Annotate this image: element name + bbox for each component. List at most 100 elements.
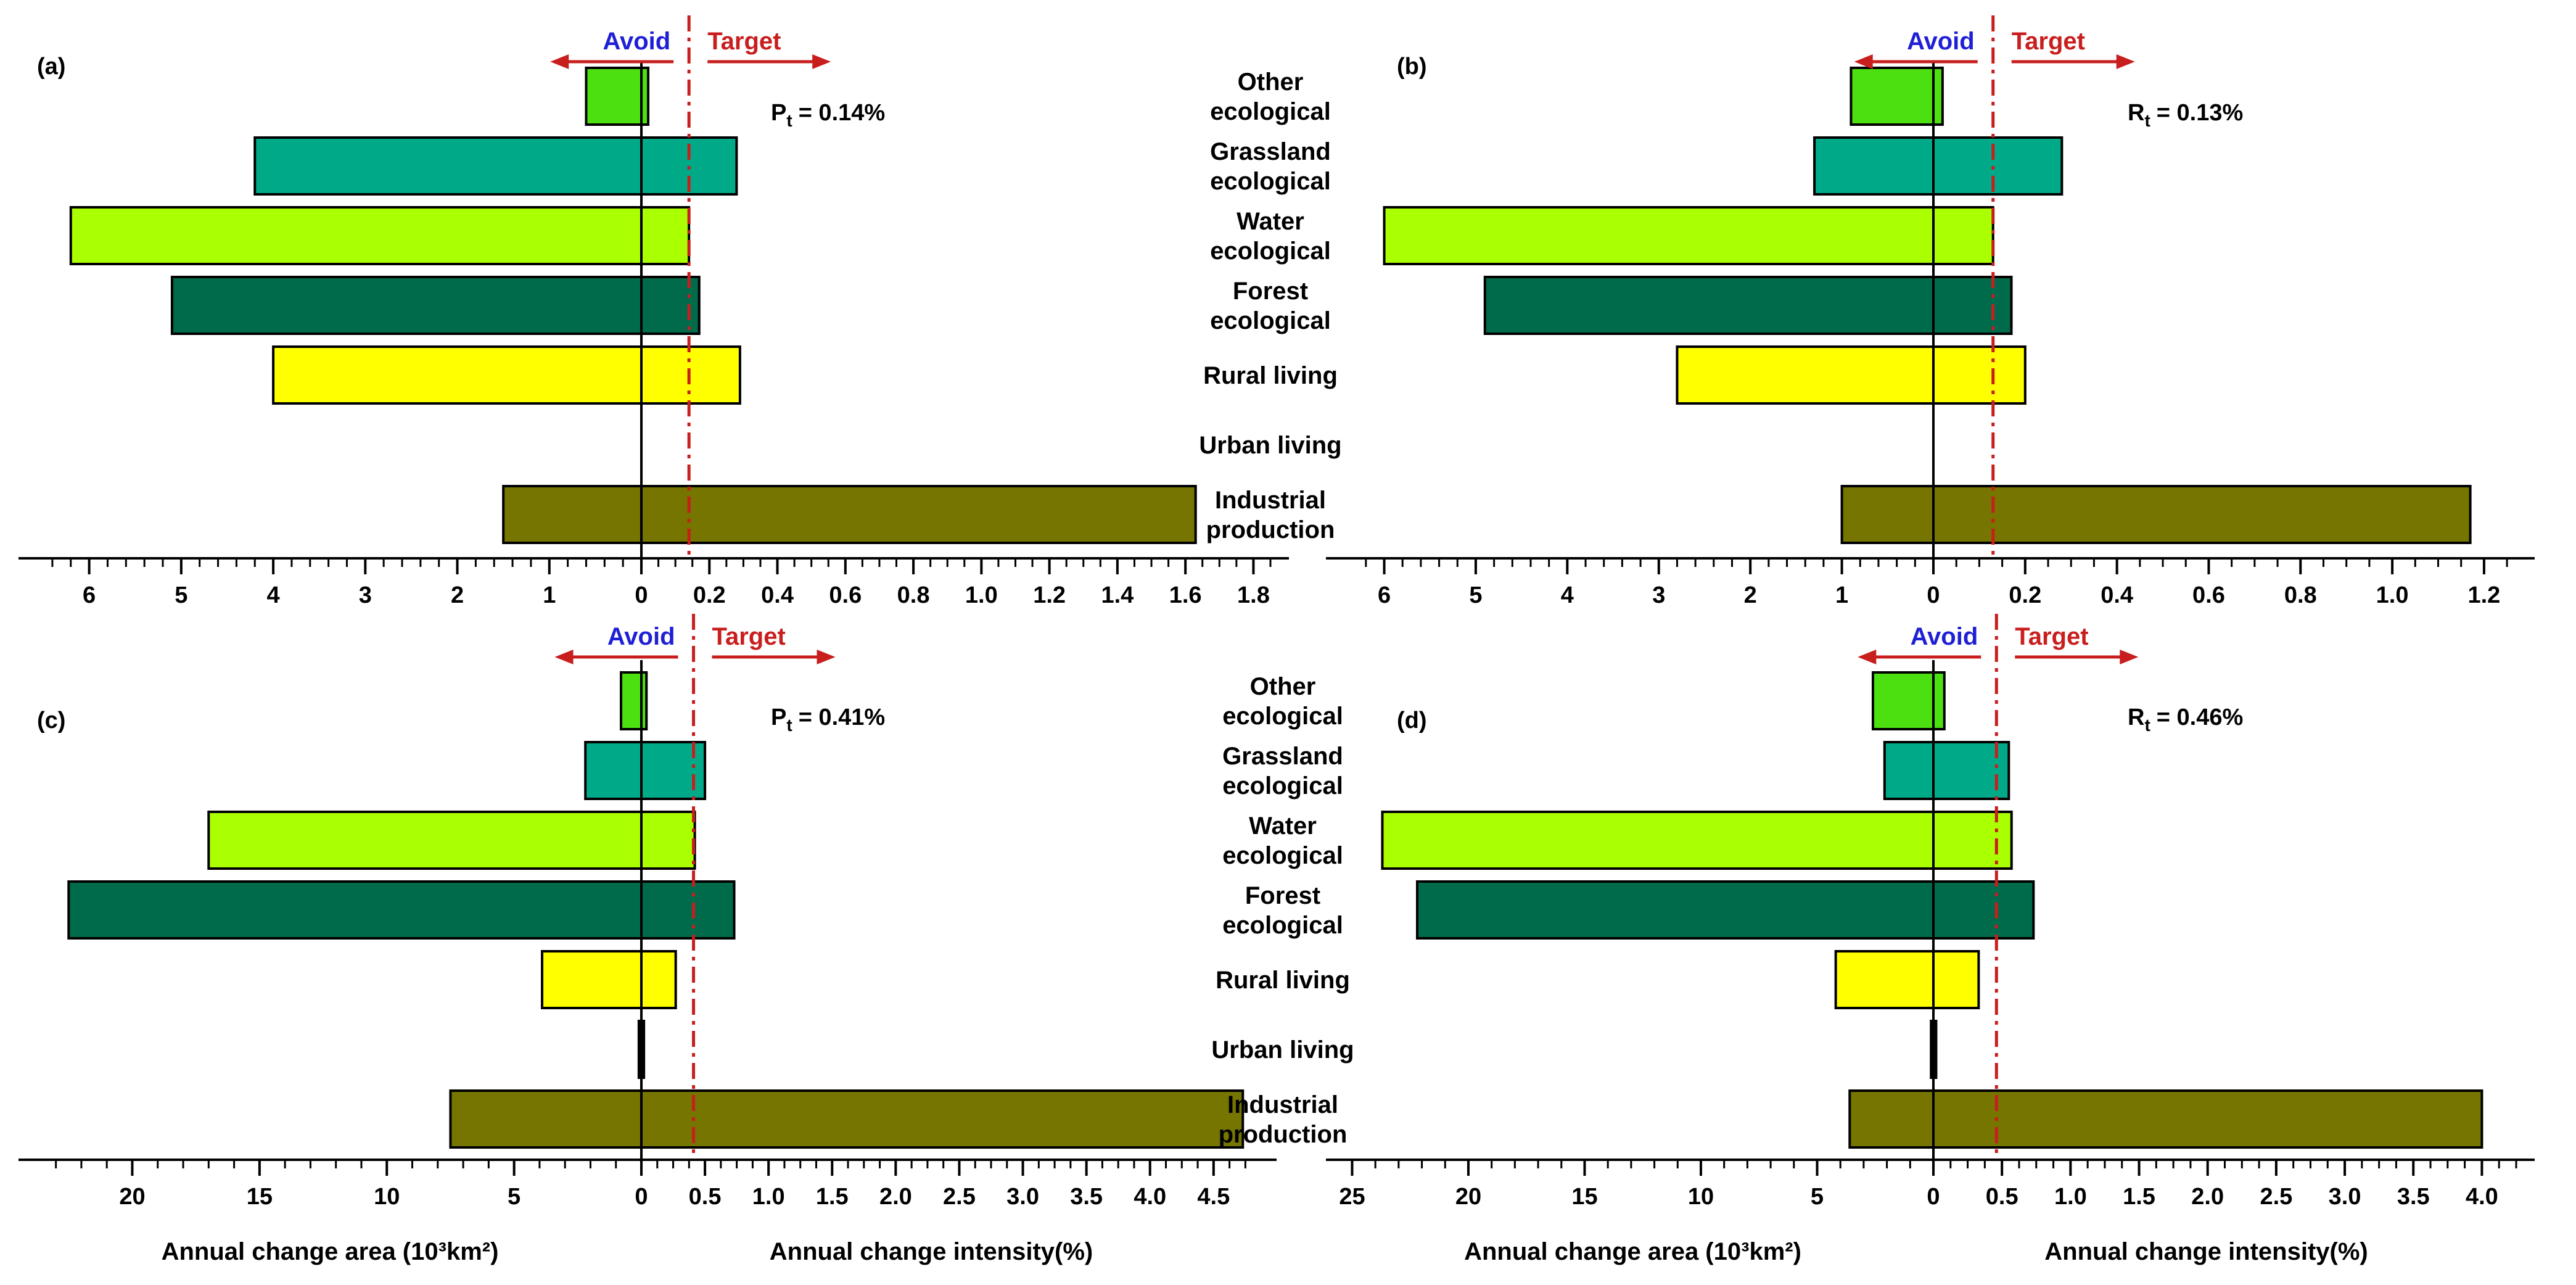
intensity-tick-label: 4.0 [2466, 1184, 2498, 1210]
category-label: Urban living [1199, 432, 1341, 459]
stat-value: = 0.41% [799, 704, 886, 730]
area-tick-label: 25 [1339, 1184, 1365, 1210]
area-tick-label: 0 [1927, 1184, 1940, 1210]
area-tick-label: 5 [175, 582, 187, 608]
chart-panel-2: Avoid Target (b) Rt = 0.13% 6 5 4 3 2 1 0 0.2 0.4 0.6 0… [1326, 15, 2535, 608]
intensity-tick-label: 0.4 [2101, 582, 2133, 608]
intensity-tick-label: 3.5 [1070, 1184, 1103, 1210]
intensity-tick-label: 0.4 [761, 582, 794, 608]
intensity-tick-label: 2.0 [879, 1184, 912, 1210]
stat-label: Rt = 0.46% [2128, 704, 2243, 735]
bar-water-ecological [207, 811, 696, 870]
bar-water-ecological [1381, 811, 2013, 870]
intensity-tick-label: 2.5 [2260, 1184, 2292, 1210]
category-label: Other [1238, 68, 1304, 96]
avoid-label: Avoid [1911, 623, 1978, 650]
category-label: ecological [1222, 912, 1343, 939]
area-tick-label: 0 [1927, 582, 1940, 608]
area-tick-label: 6 [1378, 582, 1391, 608]
category-label: Industrial [1215, 487, 1326, 514]
area-tick-label: 15 [247, 1184, 273, 1210]
bar-forest-ecological [67, 880, 736, 940]
intensity-tick-label: 0.8 [897, 582, 930, 608]
bar-rural-living [272, 345, 741, 405]
bar-grassland-ecological [253, 136, 738, 196]
intensity-tick-label: 1.8 [1237, 582, 1270, 608]
category-label: Water [1249, 812, 1317, 840]
intensity-tick-label: 1.2 [1033, 582, 1066, 608]
category-label: Grassland [1222, 743, 1343, 770]
category-label: Rural living [1203, 362, 1338, 389]
intensity-tick-label: 0.5 [689, 1184, 722, 1210]
intensity-tick-label: 1.0 [965, 582, 998, 608]
target-arrow-head [812, 54, 831, 69]
bar-grassland-ecological [1883, 741, 2010, 800]
area-tick-label: 5 [508, 1184, 521, 1210]
intensity-tick-label: 0.6 [2192, 582, 2225, 608]
target-label: Target [712, 623, 786, 650]
category-label: Industrial [1227, 1091, 1338, 1118]
chart-panel-1: Avoid Target(a)Pt = 0.14%OtherecologicalGr… [19, 15, 1342, 608]
avoid-label: Avoid [603, 28, 671, 55]
avoid-arrow-head [554, 650, 574, 664]
stat-symbol: R [2128, 704, 2144, 730]
intensity-axis-title: Annual change intensity(%) [770, 1238, 1093, 1265]
avoid-arrow-head [550, 54, 569, 69]
avoid-label: Avoid [1907, 28, 1975, 55]
bar-industrial-production [1840, 485, 2472, 544]
category-label: ecological [1210, 98, 1331, 125]
intensity-tick-label: 1.4 [1101, 582, 1134, 608]
stat-subscript: t [786, 111, 792, 130]
area-tick-label: 4 [1561, 582, 1574, 608]
intensity-tick-label: 4.5 [1197, 1184, 1230, 1210]
bar-grassland-ecological [584, 741, 707, 800]
bar-industrial-production [449, 1089, 1245, 1149]
bar-forest-ecological [170, 276, 701, 335]
category-label: ecological [1210, 307, 1331, 334]
area-tick-label: 3 [1652, 582, 1665, 608]
area-tick-label: 2 [1744, 582, 1757, 608]
intensity-tick-label: 1.5 [2123, 1184, 2155, 1210]
intensity-tick-label: 3.5 [2397, 1184, 2430, 1210]
target-label: Target [2012, 28, 2085, 55]
category-label: Rural living [1216, 967, 1350, 994]
intensity-tick-label: 0.2 [693, 582, 726, 608]
stat-subscript: t [786, 716, 792, 735]
area-axis-title: Annual change area (10³km²) [1464, 1238, 1801, 1265]
category-label: Urban living [1211, 1036, 1354, 1064]
intensity-tick-label: 0.2 [2009, 582, 2041, 608]
category-label: ecological [1222, 842, 1343, 869]
stat-symbol: P [771, 100, 786, 126]
area-tick-label: 1 [1835, 582, 1848, 608]
bar-grassland-ecological [1813, 136, 2064, 196]
category-label: Water [1237, 208, 1304, 235]
area-tick-label: 20 [119, 1184, 145, 1210]
bar-water-ecological [1383, 206, 1994, 265]
area-tick-label: 3 [359, 582, 372, 608]
intensity-tick-label: 1.6 [1169, 582, 1202, 608]
intensity-tick-label: 3.0 [2329, 1184, 2361, 1210]
intensity-tick-label: 1.0 [2376, 582, 2409, 608]
intensity-tick-label: 3.0 [1006, 1184, 1039, 1210]
area-tick-label: 0 [635, 582, 648, 608]
area-tick-label: 2 [451, 582, 464, 608]
category-label: ecological [1222, 772, 1343, 800]
bar-other-ecological [1850, 67, 1944, 126]
stat-subscript: t [2144, 111, 2150, 130]
area-tick-label: 10 [374, 1184, 400, 1210]
area-tick-label: 20 [1455, 1184, 1481, 1210]
stat-subscript: t [2144, 716, 2150, 735]
area-tick-label: 10 [1688, 1184, 1714, 1210]
bar-other-ecological [585, 67, 650, 126]
intensity-tick-label: 0.8 [2284, 582, 2317, 608]
bar-rural-living [1834, 950, 1980, 1009]
panel-label: (b) [1397, 54, 1427, 80]
area-tick-label: 6 [83, 582, 96, 608]
bar-industrial-production [1848, 1089, 2483, 1149]
stat-label: Pt = 0.14% [771, 100, 885, 130]
panel-label: (c) [37, 708, 65, 733]
stat-value: = 0.14% [799, 100, 886, 126]
category-label: Forest [1245, 882, 1320, 909]
